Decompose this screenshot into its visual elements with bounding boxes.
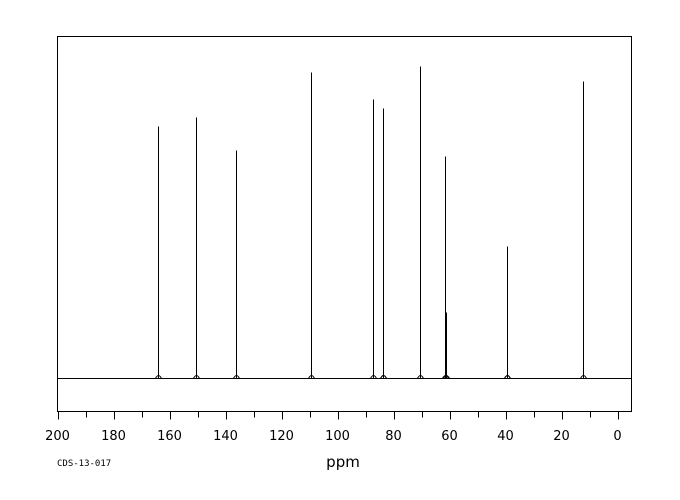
x-tick-label-120: 120 xyxy=(269,429,294,444)
plot-frame xyxy=(57,36,632,412)
spectrum-peak-base-2 xyxy=(233,375,240,379)
x-tick-label-180: 180 xyxy=(101,429,126,444)
spectrum-peak-base-11 xyxy=(504,375,511,379)
spectrum-peak-base-0 xyxy=(155,375,162,379)
x-tick-label-0: 0 xyxy=(613,429,621,444)
spectrum-peaks xyxy=(155,66,587,379)
spectrum-code-label: CDS-13-017 xyxy=(57,459,111,469)
x-axis-title: ppm xyxy=(326,453,360,471)
spectrum-peak-base-4 xyxy=(370,375,377,379)
x-tick-label-20: 20 xyxy=(553,429,570,444)
x-tick-label-200: 200 xyxy=(45,429,70,444)
spectrum-peak-base-9 xyxy=(443,375,450,379)
spectrum-peak-base-3 xyxy=(308,375,315,379)
spectrum-peak-base-1 xyxy=(193,375,200,379)
x-axis-tick-labels: 200 180 160 140 120 100 80 60 40 20 0 xyxy=(45,429,622,444)
x-tick-label-80: 80 xyxy=(385,429,402,444)
x-axis-ticks xyxy=(58,411,619,420)
spectrum-peak-base-7 xyxy=(417,375,424,379)
spectrum-peak-base-12 xyxy=(580,375,587,379)
x-tick-label-140: 140 xyxy=(213,429,238,444)
x-tick-label-60: 60 xyxy=(441,429,458,444)
spectrum-peak-base-6 xyxy=(380,375,387,379)
x-tick-label-40: 40 xyxy=(497,429,514,444)
x-tick-label-160: 160 xyxy=(157,429,182,444)
x-tick-label-100: 100 xyxy=(325,429,350,444)
